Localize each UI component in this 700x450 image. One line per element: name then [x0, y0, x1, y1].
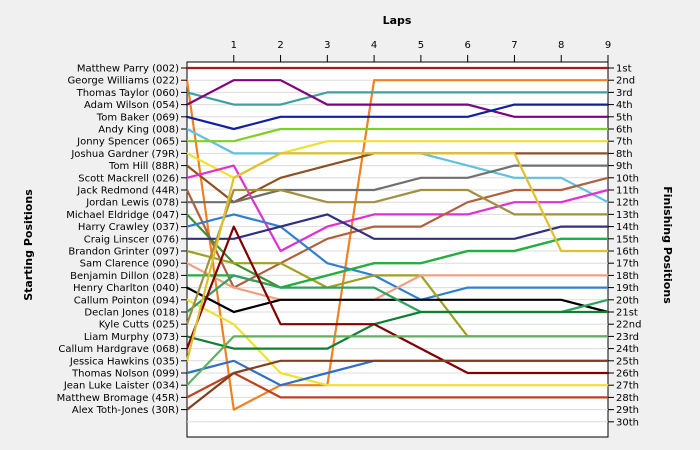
finishing-position-label: 17th	[616, 259, 639, 270]
finishing-position-label: 1st	[616, 64, 632, 75]
series-line	[185, 103, 610, 131]
starting-position-label: Thomas Nolson (099)	[71, 369, 179, 380]
x-axis-title: Laps	[383, 14, 412, 27]
x-tick-label: 5	[418, 40, 424, 51]
series-line	[185, 310, 610, 350]
series-line	[185, 188, 610, 326]
starting-position-label: Thomas Taylor (060)	[76, 88, 179, 99]
finishing-position-label: 25th	[616, 356, 639, 367]
x-tick-label: 9	[605, 40, 611, 51]
finishing-position-label: 10th	[616, 173, 639, 184]
series-line	[185, 152, 610, 362]
finishing-position-label: 14th	[616, 222, 639, 233]
series-line	[185, 262, 610, 301]
x-tick-label: 3	[324, 40, 330, 51]
finishing-position-label: 27th	[616, 381, 639, 392]
x-tick-label: 8	[558, 40, 564, 51]
finishing-position-label: 13th	[616, 210, 639, 221]
finishing-position-label: 29th	[616, 405, 639, 416]
starting-position-label: Callum Pointon (094)	[74, 295, 179, 306]
y-axis-title-right: Finishing Positions	[661, 186, 674, 304]
plot-background	[186, 61, 609, 438]
finishing-position-label: 28th	[616, 393, 639, 404]
x-tick-label: 1	[231, 40, 237, 51]
x-tick-label: 4	[371, 40, 377, 51]
y-axis-title-left: Starting Positions	[22, 189, 35, 301]
finishing-position-label: 22nd	[616, 320, 641, 331]
finishing-positions-axis: 1st2nd3rd4th5th6th7th8th9th10th11th12th1…	[608, 64, 641, 428]
starting-position-label: Jean Luke Laister (034)	[63, 381, 179, 392]
starting-position-label: Sam Clarence (090)	[80, 259, 179, 270]
series-line	[185, 127, 610, 143]
starting-position-label: Craig Linscer (076)	[84, 234, 179, 245]
starting-position-label: Joshua Gardner (79R)	[70, 149, 179, 160]
starting-position-label: Callum Hardgrave (068)	[58, 344, 179, 355]
finishing-position-label: 18th	[616, 271, 639, 282]
finishing-position-label: 21st	[616, 308, 638, 319]
finishing-position-label: 8th	[616, 149, 633, 160]
starting-position-label: Benjamin Dillon (028)	[70, 271, 179, 282]
starting-position-label: Jack Redmond (44R)	[76, 186, 179, 197]
series-line	[185, 164, 610, 204]
series-line	[185, 335, 610, 387]
starting-position-label: Kyle Cutts (025)	[99, 320, 179, 331]
starting-position-label: Jordan Lewis (078)	[85, 198, 179, 209]
finishing-position-label: 30th	[616, 417, 639, 428]
starting-position-label: Michael Eldridge (047)	[66, 210, 179, 221]
x-tick-label: 6	[464, 40, 470, 51]
starting-position-label: Harry Crawley (037)	[78, 222, 179, 233]
x-tick-label: 7	[511, 40, 517, 51]
finishing-position-label: 4th	[616, 100, 633, 111]
starting-position-label: Andy King (008)	[98, 125, 179, 136]
series-line	[185, 79, 610, 118]
starting-position-label: Scott Mackrell (026)	[78, 173, 179, 184]
finishing-position-label: 16th	[616, 247, 639, 258]
finishing-position-label: 3rd	[616, 88, 633, 99]
starting-position-label: Alex Toth-Jones (30R)	[72, 405, 179, 416]
finishing-position-label: 15th	[616, 234, 639, 245]
x-axis: 1 2 3 4 5 6 7 8 9	[231, 40, 611, 62]
series-line	[185, 371, 610, 399]
series-line	[185, 79, 610, 411]
series-line	[185, 359, 610, 411]
finishing-position-label: 11th	[616, 186, 639, 197]
starting-position-label: Tom Baker (069)	[96, 112, 179, 123]
finishing-position-label: 12th	[616, 198, 639, 209]
series-line	[185, 91, 610, 106]
starting-positions-axis: Matthew Parry (002)George Williams (022)…	[57, 64, 187, 416]
finishing-position-label: 7th	[616, 137, 633, 148]
x-tick-label: 2	[277, 40, 283, 51]
starting-position-label: Matthew Bromage (45R)	[57, 393, 179, 404]
starting-position-label: Declan Jones (018)	[84, 308, 179, 319]
starting-position-label: George Williams (022)	[67, 76, 179, 87]
finishing-position-label: 2nd	[616, 76, 635, 87]
starting-position-label: Henry Charlton (040)	[73, 283, 179, 294]
series-line	[185, 213, 610, 240]
finishing-position-label: 19th	[616, 283, 639, 294]
finishing-position-label: 23rd	[616, 332, 639, 343]
starting-position-label: Tom Hill (88R)	[108, 161, 179, 172]
starting-position-label: Adam Wilson (054)	[84, 100, 179, 111]
starting-position-label: Brandon Grinter (097)	[68, 247, 179, 258]
finishing-position-label: 5th	[616, 112, 633, 123]
finishing-position-label: 24th	[616, 344, 639, 355]
starting-position-label: Jonny Spencer (065)	[76, 137, 179, 148]
finishing-position-label: 26th	[616, 369, 639, 380]
starting-position-label: Jessica Hawkins (035)	[69, 356, 179, 367]
finishing-position-label: 6th	[616, 125, 633, 136]
starting-position-label: Liam Murphy (073)	[84, 332, 179, 343]
finishing-position-label: 9th	[616, 161, 633, 172]
starting-position-label: Matthew Parry (002)	[77, 64, 179, 75]
series-lines	[185, 66, 610, 411]
finishing-position-label: 20th	[616, 295, 639, 306]
